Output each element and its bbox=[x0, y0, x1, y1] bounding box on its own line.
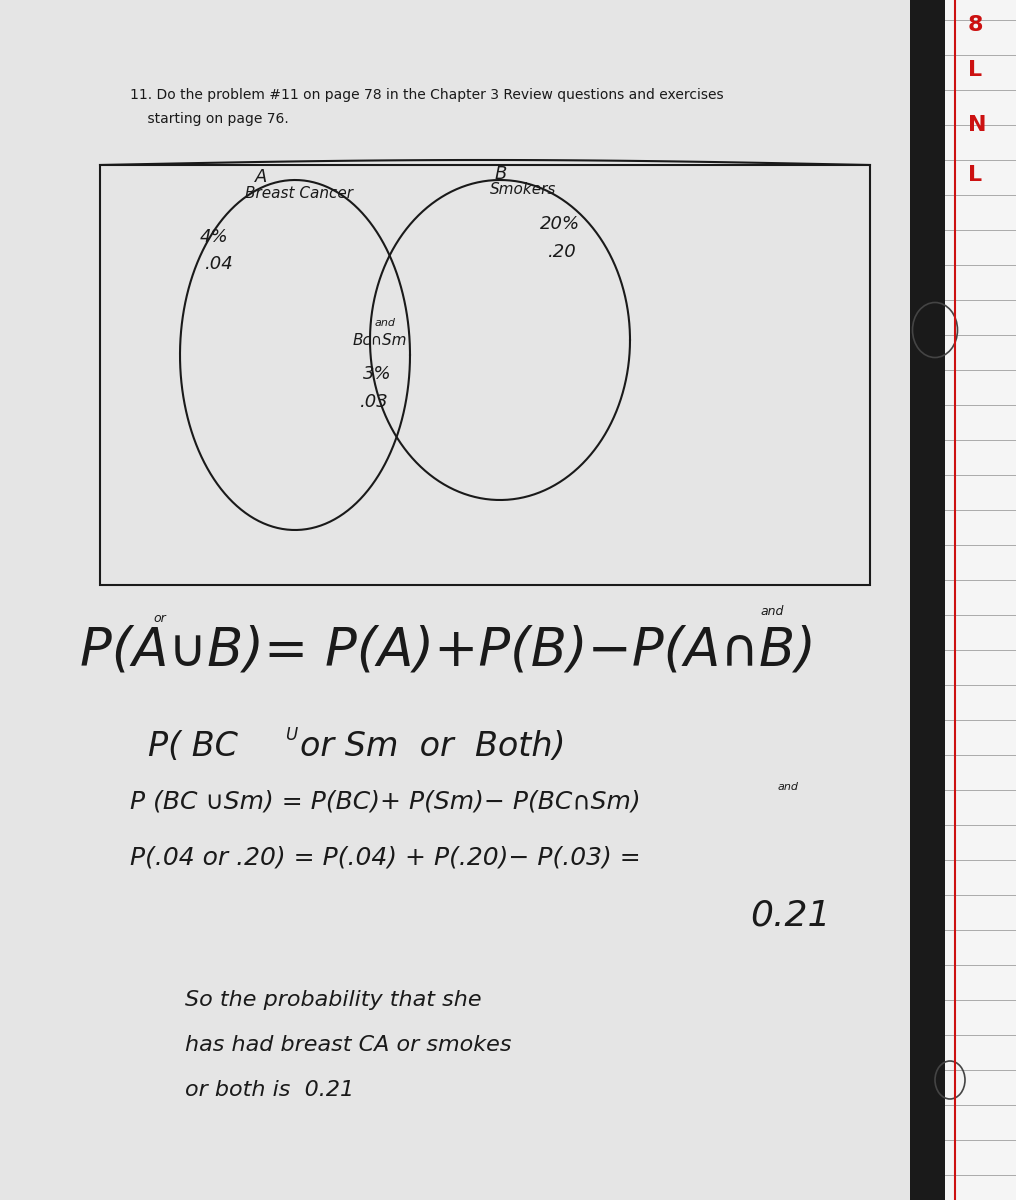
Text: and: and bbox=[778, 782, 799, 792]
Text: 3%: 3% bbox=[363, 365, 391, 383]
Text: 0.21: 0.21 bbox=[750, 898, 830, 932]
Text: N: N bbox=[968, 115, 987, 134]
Text: and: and bbox=[375, 318, 396, 328]
Text: L: L bbox=[968, 60, 982, 80]
Text: or: or bbox=[153, 612, 166, 625]
Text: .04: .04 bbox=[205, 254, 234, 272]
Text: P( BC: P( BC bbox=[148, 730, 238, 763]
Bar bbox=[945, 0, 1016, 1200]
Text: Breast Cancer: Breast Cancer bbox=[245, 186, 353, 200]
Bar bbox=[910, 0, 945, 1200]
Text: or both is  0.21: or both is 0.21 bbox=[185, 1080, 355, 1100]
Text: .20: .20 bbox=[548, 242, 577, 260]
Text: P(.04 or .20) = P(.04) + P(.20)− P(.03) =: P(.04 or .20) = P(.04) + P(.20)− P(.03) … bbox=[130, 845, 641, 869]
Text: starting on page 76.: starting on page 76. bbox=[130, 112, 289, 126]
Text: A: A bbox=[255, 168, 267, 186]
Text: 4%: 4% bbox=[200, 228, 229, 246]
Text: 11. Do the problem #11 on page 78 in the Chapter 3 Review questions and exercise: 11. Do the problem #11 on page 78 in the… bbox=[130, 88, 723, 102]
Text: B: B bbox=[495, 164, 507, 182]
Text: So the probability that she: So the probability that she bbox=[185, 990, 482, 1010]
Text: L: L bbox=[968, 164, 982, 185]
Text: U: U bbox=[285, 726, 297, 744]
Text: and: and bbox=[760, 605, 783, 618]
Text: Bc∩Sm: Bc∩Sm bbox=[353, 332, 407, 348]
Text: or Sm  or  Both): or Sm or Both) bbox=[300, 730, 566, 763]
Text: has had breast CA or smokes: has had breast CA or smokes bbox=[185, 1034, 511, 1055]
Text: 20%: 20% bbox=[539, 215, 580, 233]
Text: 8: 8 bbox=[968, 14, 983, 35]
Text: .03: .03 bbox=[360, 392, 389, 410]
Text: P(A∪B)= P(A)+P(B)−P(A∩B): P(A∪B)= P(A)+P(B)−P(A∩B) bbox=[80, 625, 816, 677]
Text: Smokers: Smokers bbox=[490, 182, 557, 197]
Bar bbox=[100, 164, 870, 584]
Text: P (BC ∪Sm) = P(BC)+ P(Sm)− P(BC∩Sm): P (BC ∪Sm) = P(BC)+ P(Sm)− P(BC∩Sm) bbox=[130, 790, 641, 814]
